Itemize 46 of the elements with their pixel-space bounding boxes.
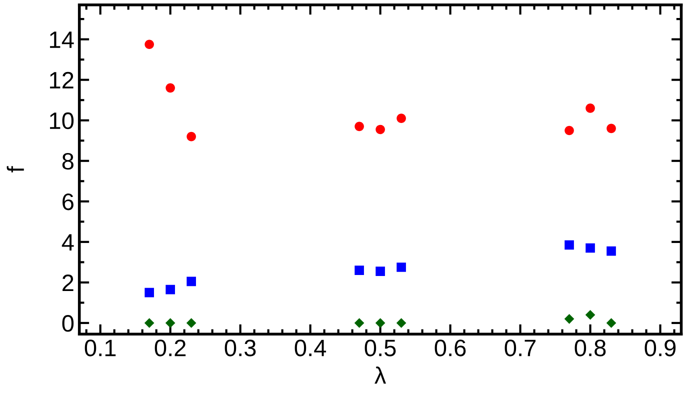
point: [586, 104, 595, 113]
x-axis-title: λ: [374, 366, 386, 384]
y-tick-label: 2: [62, 274, 74, 292]
x-tick-label: 0.8: [574, 340, 606, 356]
point: [186, 276, 196, 286]
point: [166, 83, 175, 93]
point: [144, 40, 154, 50]
point: [376, 124, 385, 134]
y-tick-label: 6: [62, 193, 74, 210]
point: [354, 318, 364, 328]
point: [396, 262, 406, 272]
x-tick-label: 0.7: [504, 340, 536, 356]
point: [166, 284, 175, 294]
x-tick-label: 0.1: [84, 340, 116, 356]
point: [376, 266, 385, 276]
point: [564, 314, 574, 324]
x-tick-label: 0.3: [224, 340, 256, 356]
x-tick-label: 0.4: [294, 340, 326, 356]
point: [354, 122, 364, 132]
point: [606, 124, 616, 134]
point: [165, 318, 176, 328]
point: [144, 288, 154, 298]
point: [396, 318, 406, 328]
y-tick-label: 14: [50, 32, 74, 48]
x-tick-label: 0.6: [434, 340, 466, 356]
x-tick-label: 0.9: [644, 340, 676, 356]
point: [144, 318, 154, 328]
y-tick-label: 4: [62, 234, 74, 250]
point: [606, 246, 616, 256]
y-tick-label: 12: [50, 72, 74, 88]
x-tick-label: 0.2: [154, 340, 186, 356]
point: [585, 310, 596, 320]
y-tick-label: 0: [62, 315, 74, 332]
point: [396, 114, 406, 123]
point: [186, 132, 196, 142]
y-axis-title: f: [6, 166, 24, 172]
x-tick-label: 0.5: [364, 340, 396, 356]
point: [606, 318, 616, 328]
point: [186, 318, 196, 328]
y-tick-label: 10: [50, 112, 74, 130]
point: [354, 266, 364, 275]
y-tick-label: 8: [62, 152, 74, 170]
point: [586, 243, 595, 253]
point: [564, 126, 574, 136]
point: [375, 318, 386, 328]
point: [564, 240, 574, 250]
